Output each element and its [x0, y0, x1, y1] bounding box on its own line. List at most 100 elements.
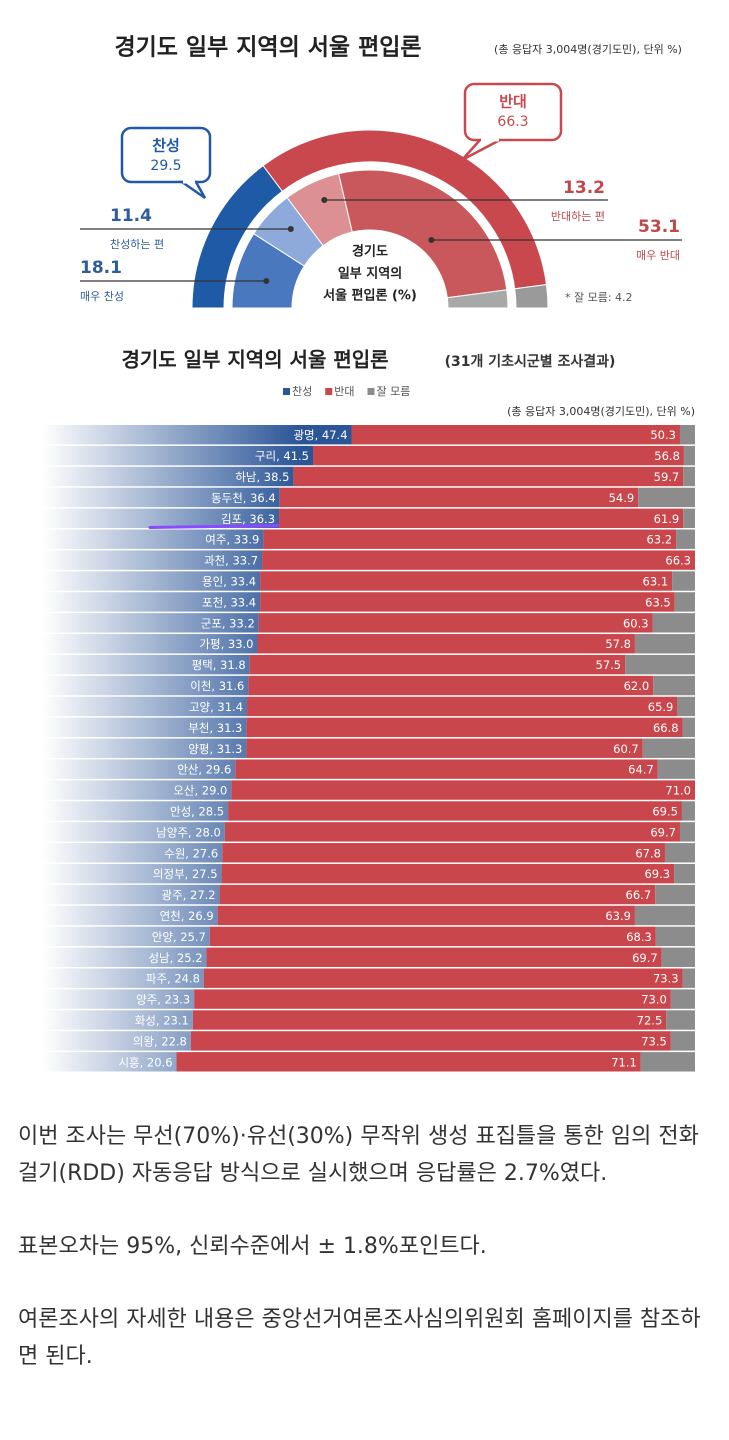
value-label: 안양, 25.7 [152, 930, 206, 944]
bar-segment [42, 487, 280, 508]
value-label: 김포, 36.3 [221, 512, 275, 526]
value-label: 양평, 31.3 [188, 742, 242, 756]
value-label: 61.9 [654, 512, 680, 526]
value-label: 73.5 [641, 1034, 667, 1048]
bar-segment [249, 654, 626, 675]
bar-segment [42, 780, 232, 800]
paragraph: 표본오차는 95%, 신뢰수준에서 ± 1.8%포인트다. [18, 1234, 487, 1259]
bar-segment [42, 1010, 193, 1030]
bar-segment [42, 425, 352, 445]
bar-segment [681, 801, 695, 821]
bar-segment [42, 822, 225, 842]
bar-segment [676, 529, 695, 549]
value-label: 고양, 31.4 [189, 700, 243, 714]
bar-segment [260, 571, 673, 591]
leader-dot [287, 226, 294, 232]
bar-segment [190, 1031, 671, 1051]
leader-dot [428, 237, 435, 243]
bar-segment [683, 445, 695, 466]
center-label: 서울 편입론 (%) [323, 288, 417, 304]
bar-segment [674, 592, 695, 612]
value-label: 57.8 [605, 637, 631, 651]
value-label: 60.7 [613, 742, 639, 756]
bar-segment [661, 947, 695, 967]
callout-category: 반대 [499, 93, 527, 111]
bar-segment [42, 926, 210, 947]
segment-category: 반대하는 편 [551, 209, 605, 223]
bar-segment [42, 613, 259, 633]
bar-segment [247, 696, 678, 717]
bar-segment [42, 696, 248, 717]
bar-segment [203, 968, 683, 988]
value-label: 62.0 [624, 679, 650, 693]
bar-segment [209, 926, 656, 947]
bar-segment [42, 905, 218, 926]
segment-value: 18.1 [80, 258, 122, 278]
bar-segment [642, 738, 695, 758]
segment-value: 53.1 [638, 217, 680, 237]
value-label: 평택, 31.8 [192, 658, 246, 672]
bar-segment [42, 654, 250, 675]
bar-segment [222, 843, 665, 863]
value-label: 안성, 28.5 [170, 804, 224, 818]
value-label: 69.7 [650, 825, 676, 839]
value-label: 63.1 [643, 575, 669, 589]
value-label: 동두천, 36.4 [211, 491, 276, 505]
segment-value: 13.2 [563, 178, 605, 198]
chart-note: (총 응답자 3,004명(경기도민), 단위 %) [507, 405, 695, 418]
bar-segment [206, 947, 662, 967]
value-label: 하남, 38.5 [235, 470, 289, 484]
value-label: 군포, 33.2 [201, 616, 255, 630]
bar-segment [664, 843, 695, 863]
chart-subtitle: (31개 기초시군별 조사결과) [445, 353, 616, 370]
value-label: 69.7 [632, 951, 658, 965]
bar-segment [42, 863, 222, 884]
bar-segment [634, 634, 695, 654]
segment-value: 11.4 [110, 206, 152, 226]
legend-label: 찬성 [292, 384, 312, 398]
chart-title: 경기도 일부 지역의 서울 편입론 [114, 35, 421, 61]
bar-segment [670, 989, 695, 1009]
bar-segment [657, 759, 695, 779]
value-label: 59.7 [654, 470, 680, 484]
bar-segment [42, 550, 263, 570]
value-label: 수원, 27.6 [164, 846, 218, 860]
value-label: 63.9 [605, 909, 631, 923]
value-label: 65.9 [648, 700, 674, 714]
bar-segment [42, 529, 264, 549]
legend-label: 잘 모름 [377, 385, 411, 398]
bar-segment [262, 550, 695, 570]
value-label: 73.0 [641, 993, 667, 1007]
bar-segment [228, 801, 682, 821]
value-label: 69.3 [644, 867, 670, 881]
value-label: 50.3 [650, 428, 676, 442]
value-label: 54.9 [609, 491, 635, 505]
bar-segment [279, 487, 639, 508]
bar-segment [666, 1010, 695, 1030]
value-label: 57.5 [596, 658, 622, 672]
bar-segment [42, 1052, 177, 1072]
bar-segment [42, 717, 247, 738]
bar-segment [640, 1052, 695, 1072]
value-label: 안산, 29.6 [177, 763, 231, 777]
bar-segment [224, 822, 680, 842]
bar-segment [257, 634, 635, 654]
bar-segment [42, 884, 220, 905]
bar-segment [246, 738, 643, 758]
bar-segment [679, 425, 695, 445]
bar-segment [674, 863, 695, 884]
value-label: 남양주, 28.0 [156, 825, 221, 839]
value-label: 화성, 23.1 [135, 1013, 189, 1027]
article: 이번 조사는 무선(70%)·유선(30%) 무작위 생성 표집틀을 통한 임의… [18, 1118, 713, 1411]
value-label: 용인, 33.4 [202, 575, 256, 589]
center-label: 일부 지역의 [338, 266, 402, 282]
bar-segment [258, 613, 653, 633]
ring-segment [338, 169, 508, 299]
bar-segment [42, 989, 195, 1009]
value-label: 73.3 [653, 972, 679, 986]
bar-segment [634, 905, 695, 926]
paragraph: 이번 조사는 무선(70%)·유선(30%) 무작위 생성 표집틀을 통한 임의… [18, 1124, 699, 1186]
bar-segment [677, 696, 695, 717]
